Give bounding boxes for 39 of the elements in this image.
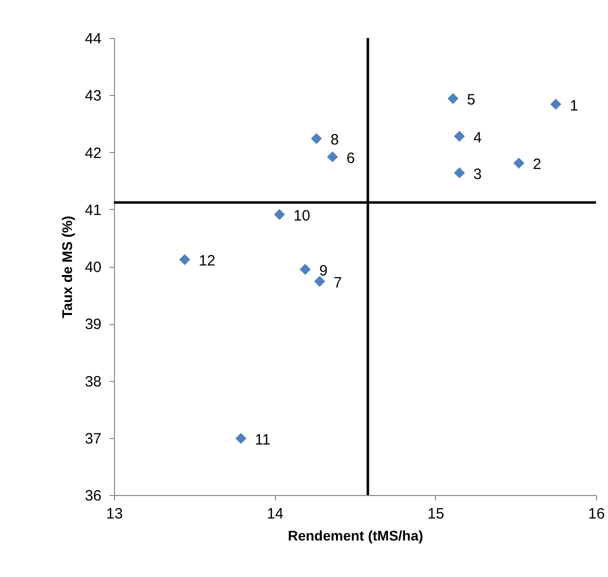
y-tick-label: 44 — [84, 30, 102, 48]
x-tick-label: 16 — [588, 506, 605, 522]
y-tick-label: 38 — [84, 373, 102, 390]
annotation: 3 — [473, 166, 482, 183]
annotation: 12 — [198, 252, 216, 270]
x-axis-title: Rendement (tMS/ha) — [288, 528, 424, 544]
y-axis-title: Taux de MS (%) — [58, 216, 75, 318]
y-tick-label: 42 — [84, 144, 102, 162]
annotation: 5 — [467, 92, 476, 109]
x-tick-label: 15 — [427, 506, 444, 522]
x-tick-label: 13 — [106, 506, 123, 522]
annotation: 1 — [570, 97, 578, 114]
point — [274, 209, 285, 220]
annotation: 7 — [334, 274, 342, 292]
point — [179, 254, 190, 266]
annotation: 9 — [319, 262, 328, 280]
y-tick-label: 41 — [84, 202, 102, 219]
y-tick-label: 39 — [84, 316, 102, 334]
point — [235, 432, 246, 444]
y-tick-label: 40 — [84, 259, 102, 276]
annotation: 6 — [346, 150, 355, 167]
point — [314, 276, 326, 287]
point — [448, 93, 458, 104]
y-tick-label: 36 — [84, 488, 102, 504]
point — [310, 133, 322, 144]
y-tick-label: 43 — [84, 88, 102, 105]
annotation: 8 — [330, 132, 339, 149]
annotation: 11 — [254, 431, 271, 448]
point — [327, 151, 338, 162]
point — [513, 158, 524, 169]
annotation: 2 — [532, 156, 542, 174]
annotation: 10 — [293, 208, 310, 225]
point — [454, 167, 465, 178]
point — [300, 264, 311, 275]
point — [454, 130, 465, 142]
annotation: 4 — [473, 129, 482, 146]
x-tick-label: 14 — [266, 506, 284, 522]
point — [550, 98, 562, 110]
y-tick-label: 37 — [84, 430, 102, 448]
